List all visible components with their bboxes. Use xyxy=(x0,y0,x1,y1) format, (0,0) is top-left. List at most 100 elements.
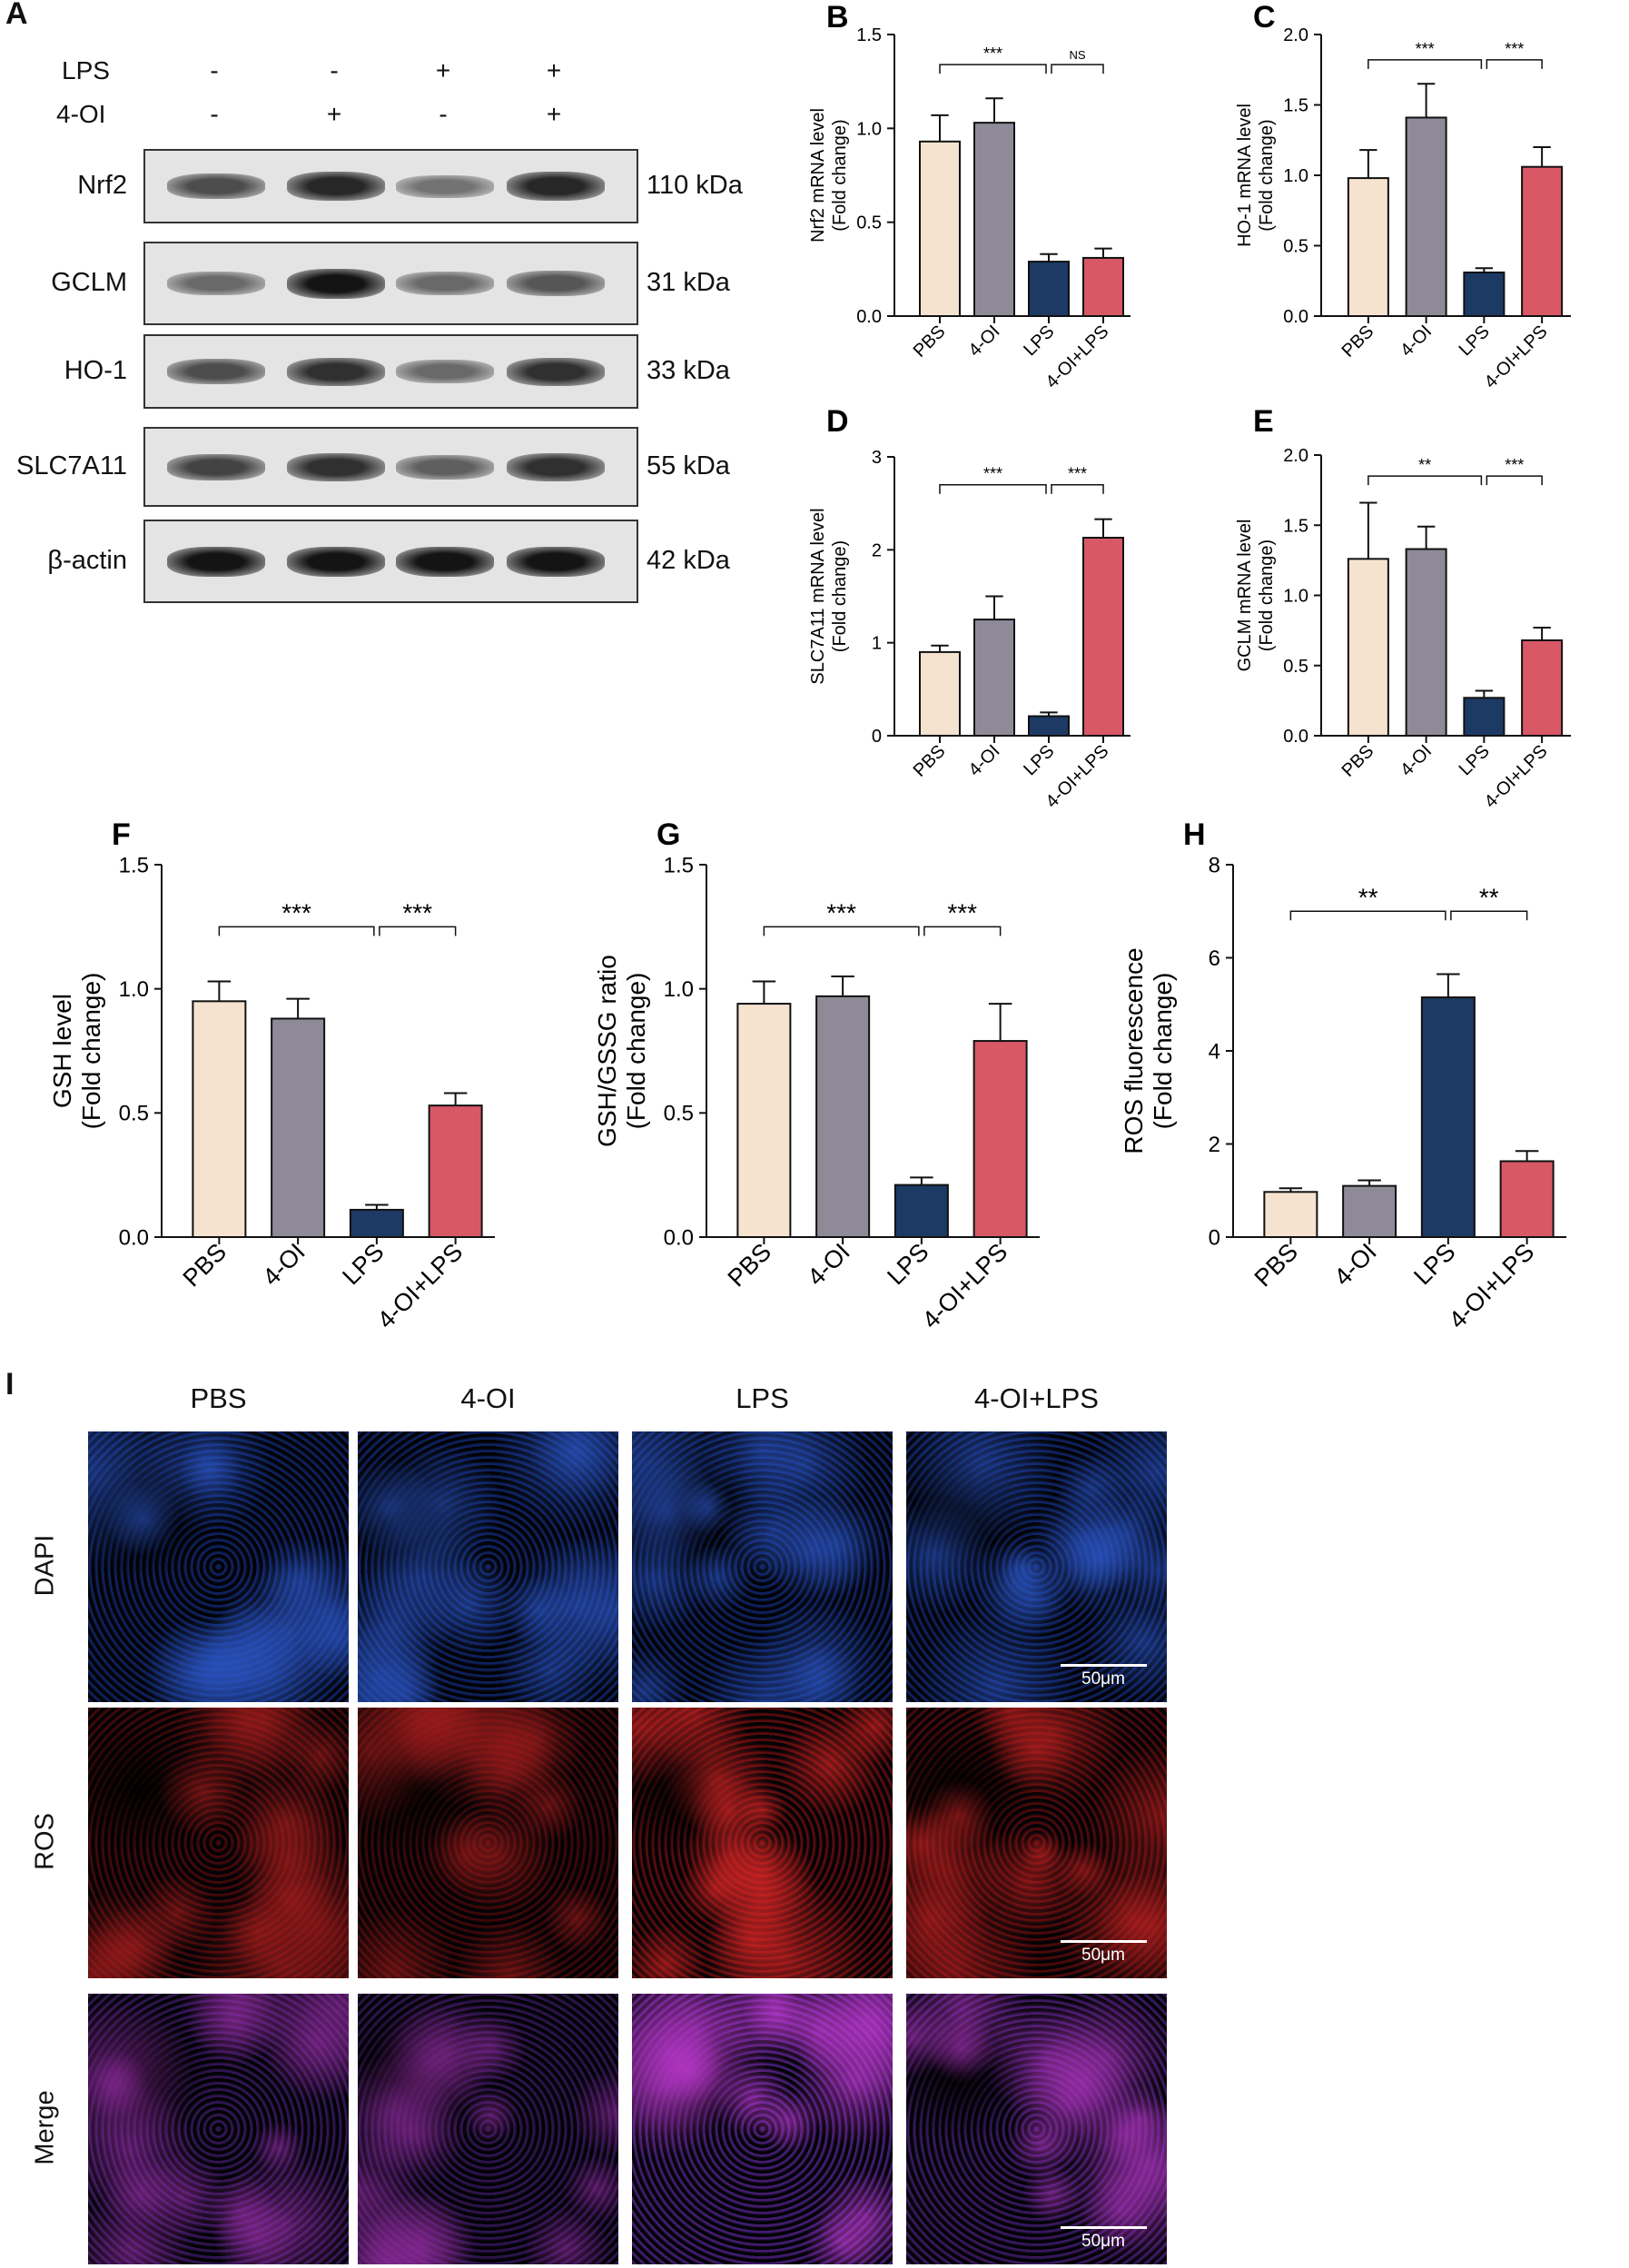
x-tick-label: 4-OI xyxy=(1397,322,1436,361)
blot-band xyxy=(287,268,385,299)
y-axis-label: (Fold change) xyxy=(77,973,105,1130)
blot-band xyxy=(167,272,265,295)
blot-band xyxy=(507,271,605,296)
y-tick-label: 1.0 xyxy=(856,119,882,139)
y-tick-label: 0.0 xyxy=(1283,307,1308,327)
bar xyxy=(919,140,961,317)
bar xyxy=(1342,1184,1397,1238)
significance-bracket xyxy=(1289,910,1446,921)
y-axis-label: GCLM mRNA level xyxy=(1235,520,1255,672)
x-tick-label: PBS xyxy=(910,741,950,781)
y-tick-label: 0 xyxy=(1209,1225,1220,1250)
y-axis-label: (Fold change) xyxy=(1257,540,1277,651)
blot-band xyxy=(507,357,605,386)
x-tick-label: LPS xyxy=(1456,741,1494,779)
x-tick-label: PBS xyxy=(1249,1238,1303,1292)
y-tick-label: 2 xyxy=(1209,1133,1220,1157)
y-tick-label: 1.0 xyxy=(119,977,149,1002)
panel-letter: G xyxy=(657,817,680,852)
column-title: LPS xyxy=(736,1382,789,1414)
bar xyxy=(1420,996,1476,1238)
micrograph xyxy=(632,1708,893,1978)
x-tick-label: LPS xyxy=(882,1238,933,1290)
bar xyxy=(1263,1191,1318,1239)
x-tick-label: LPS xyxy=(1408,1238,1460,1290)
bar xyxy=(973,619,1015,737)
bar xyxy=(192,1000,247,1238)
bar xyxy=(893,1184,949,1239)
significance-bracket xyxy=(218,926,375,936)
bar xyxy=(1347,558,1389,737)
condition-sign: + xyxy=(546,100,562,128)
row-title: ROS xyxy=(30,1813,60,1870)
panel-letter: F xyxy=(112,817,131,852)
micrograph xyxy=(88,1994,349,2264)
y-tick-label: 1 xyxy=(872,634,882,654)
x-tick-label: 4-OI xyxy=(257,1238,310,1291)
x-tick-label: 4-OI xyxy=(1328,1238,1381,1291)
y-tick-label: 1.5 xyxy=(119,853,149,877)
panel-letter: H xyxy=(1183,817,1206,852)
blot-protein-label: Nrf2 xyxy=(77,171,127,200)
y-tick-label: 2.0 xyxy=(1283,446,1308,466)
bar xyxy=(1028,261,1070,318)
micrograph: 50μm xyxy=(906,1994,1167,2264)
y-tick-label: 2.0 xyxy=(1283,25,1308,45)
blot-band xyxy=(507,172,605,201)
bar-chart-b: B 0.0 0.5 1.0 1.5 Nrf2 mRNA level (Fold change… xyxy=(808,0,1130,392)
condition-sign: - xyxy=(210,100,219,128)
x-tick-label: PBS xyxy=(1338,322,1378,361)
bar-chart-c: C 0.0 0.5 1.0 1.5 2.0 HO-1 mRNA level (Fold cha… xyxy=(1235,0,1571,392)
significance-bracket xyxy=(923,926,1002,936)
scale-bar-label: 50μm xyxy=(1081,2232,1125,2251)
bar xyxy=(1028,715,1070,738)
x-tick-label: 4-OI+LPS xyxy=(1481,322,1552,392)
significance-bracket xyxy=(1367,475,1483,486)
blot-kda-label: 33 kDa xyxy=(647,356,730,385)
significance-bracket xyxy=(1486,475,1543,486)
y-tick-label: 4 xyxy=(1209,1039,1220,1064)
micrograph xyxy=(632,1431,893,1702)
blot-band xyxy=(167,546,265,577)
scale-bar-line xyxy=(1060,2226,1147,2229)
row-title: DAPI xyxy=(30,1534,60,1597)
significance-label: ** xyxy=(1418,456,1431,474)
significance-bracket xyxy=(1486,59,1543,69)
blot-kda-label: 55 kDa xyxy=(647,451,730,480)
condition-sign: - xyxy=(210,56,219,84)
blot-kda-label: 31 kDa xyxy=(647,268,730,297)
bar-chart-e: E 0.0 0.5 1.0 1.5 2.0 GCLM mRNA level (Fold cha… xyxy=(1235,404,1571,812)
scale-bar: 50μm xyxy=(1058,1940,1149,1966)
bar-chart-f: F 0.0 0.5 1.0 1.5 GSH level (Fold change) PBS 4-… xyxy=(48,817,495,1334)
x-tick-label: 4-OI+LPS xyxy=(1444,1238,1540,1334)
condition-sign: - xyxy=(330,56,339,84)
bar xyxy=(1499,1160,1555,1238)
condition-sign: - xyxy=(439,100,448,128)
bar xyxy=(919,650,961,737)
condition-sign: + xyxy=(546,56,562,84)
micrograph xyxy=(358,1431,618,1702)
y-axis-label: GSH/GSSG ratio xyxy=(593,955,621,1147)
significance-bracket xyxy=(1051,64,1104,74)
bar xyxy=(972,1040,1028,1238)
y-tick-label: 1.5 xyxy=(664,853,694,877)
significance-label: *** xyxy=(1505,456,1524,474)
scale-bar-line xyxy=(1060,1940,1147,1943)
column-title: 4-OI+LPS xyxy=(974,1382,1099,1414)
y-axis-label: (Fold change) xyxy=(622,973,650,1130)
blot-strip xyxy=(143,242,638,325)
y-tick-label: 0.5 xyxy=(856,213,882,233)
y-tick-label: 1.5 xyxy=(1283,96,1308,116)
y-tick-label: 0 xyxy=(872,727,882,747)
blot-band xyxy=(287,546,385,577)
y-tick-label: 1.5 xyxy=(856,25,882,45)
scale-bar: 50μm xyxy=(1058,1664,1149,1689)
bar xyxy=(1082,537,1124,737)
micrograph xyxy=(88,1431,349,1702)
blot-strip xyxy=(143,334,638,409)
y-tick-label: 1.0 xyxy=(1283,587,1308,607)
panel-letter-a: A xyxy=(5,0,28,31)
y-axis-label: HO-1 mRNA level xyxy=(1235,104,1255,247)
bar xyxy=(1082,256,1124,317)
significance-label: *** xyxy=(983,465,1002,483)
